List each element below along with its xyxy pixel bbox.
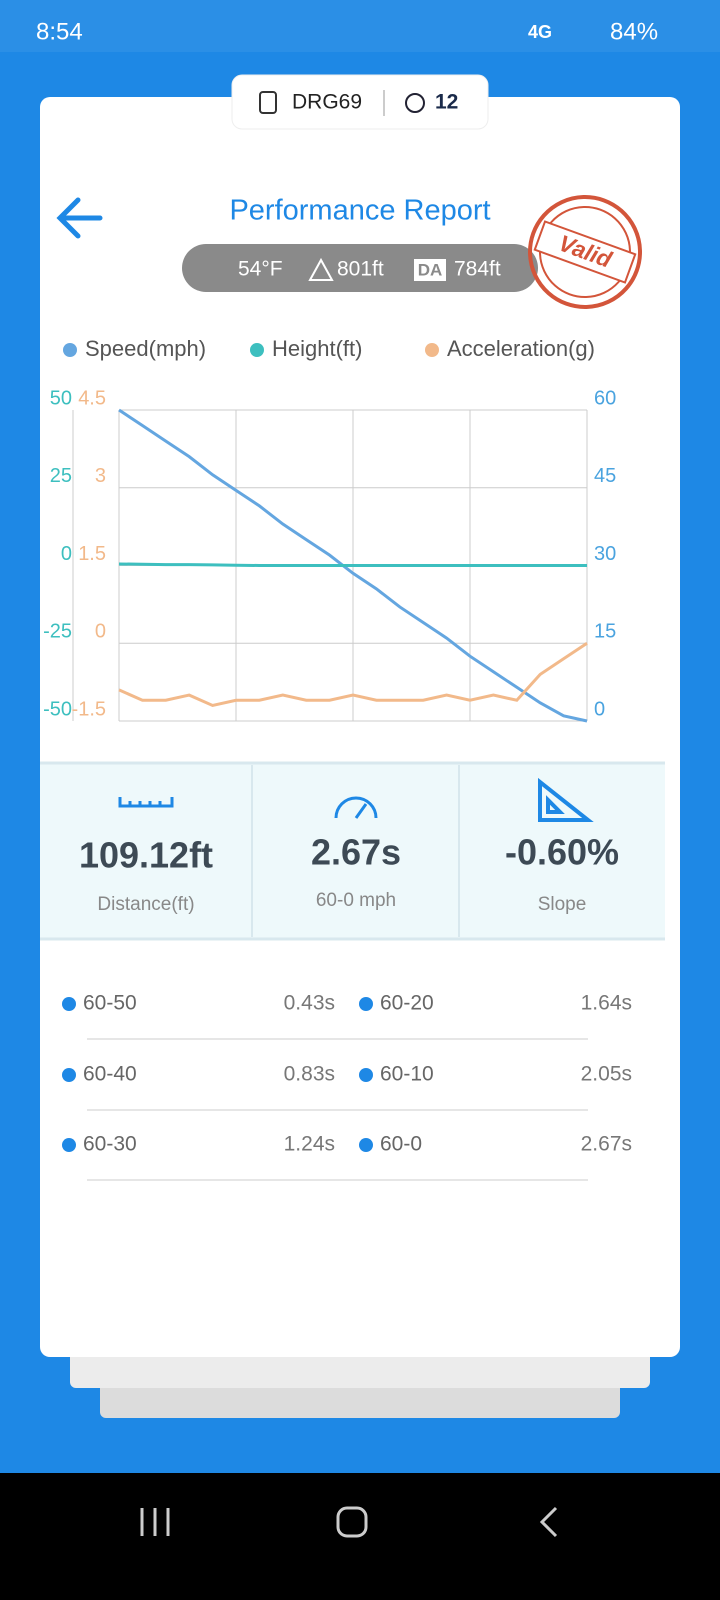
stamp-band	[533, 220, 637, 284]
split-time: 0.43s	[284, 992, 335, 1015]
tick-label: 15	[594, 621, 616, 643]
distance-icon	[118, 797, 174, 808]
series-line	[118, 562, 587, 567]
split-range: 60-30	[83, 1133, 137, 1156]
split-dot	[62, 1138, 76, 1152]
back-button[interactable]	[56, 197, 103, 239]
tick-label: 0	[594, 698, 605, 720]
card	[40, 97, 680, 1357]
da-badge	[414, 259, 446, 281]
battery: 84%	[610, 18, 658, 45]
tick-label: 45	[594, 465, 616, 487]
stat-value: -0.60%	[505, 832, 619, 873]
tick-label: -25	[43, 621, 72, 643]
speed-icon	[334, 796, 378, 819]
time: 8:54	[36, 18, 83, 45]
split-dot	[359, 997, 373, 1011]
valid-stamp: Valid	[528, 195, 642, 309]
legend-label: Height(ft)	[272, 336, 362, 361]
tick-label: 4.5	[78, 387, 106, 409]
tick-label: 3	[95, 465, 106, 487]
title: Performance Report	[229, 195, 490, 227]
legend-label: Speed(mph)	[85, 336, 206, 361]
stats-panel	[40, 763, 665, 939]
tick-label: 30	[594, 543, 616, 565]
series-line	[118, 642, 588, 708]
altitude-icon	[308, 257, 334, 281]
recents-button[interactable]	[140, 1508, 170, 1536]
home-button[interactable]	[336, 1506, 368, 1538]
satellite-icon	[405, 93, 425, 113]
legend-dot	[63, 343, 77, 357]
chart: 50 25 0 -25 -50 4.5 3 1.5 0 -1.5 60 45 30 15 0 Speed(mp…	[43, 336, 616, 723]
tick-label: 1.5	[78, 543, 106, 565]
legend-dot	[425, 343, 439, 357]
status-bar	[0, 0, 720, 52]
device-icon	[259, 91, 277, 114]
split-dot	[62, 1068, 76, 1082]
split-range: 60-0	[380, 1133, 422, 1156]
conditions-pill	[182, 244, 538, 292]
stat-label: 60-0 mph	[316, 890, 396, 911]
stat-label: Distance(ft)	[97, 894, 194, 915]
density-altitude: 784ft	[454, 258, 501, 281]
satellites: 12	[435, 91, 458, 114]
tick-label: 0	[61, 543, 72, 565]
stat-value: 109.12ft	[79, 835, 213, 876]
stats: 109.12ft Distance(ft) 2.67s 60-0 mph -0.60% S…	[79, 832, 619, 916]
split-range: 60-40	[83, 1063, 137, 1086]
stat-value: 2.67s	[311, 832, 401, 873]
stamp-ring	[528, 195, 642, 309]
split-time: 1.24s	[284, 1133, 335, 1156]
back-nav-button[interactable]	[539, 1506, 558, 1538]
split-dot	[62, 997, 76, 1011]
altitude: 801ft	[337, 258, 384, 281]
device: DRG69	[292, 91, 362, 114]
split-range: 60-20	[380, 992, 434, 1015]
split-dot	[359, 1068, 373, 1082]
tick-label: 60	[594, 387, 616, 409]
stat-label: Slope	[538, 894, 587, 915]
network: 4G	[528, 22, 552, 42]
split-range: 60-10	[380, 1063, 434, 1086]
split-time: 1.64s	[581, 992, 632, 1015]
temperature: 54°F	[238, 258, 283, 281]
split-time: 0.83s	[284, 1063, 335, 1086]
split-time: 2.05s	[581, 1063, 632, 1086]
tick-label: 50	[50, 387, 72, 409]
splits: 60-50 0.43s 60-40 0.83s 60-30 1.24s 60-20 1.64s…	[62, 992, 632, 1181]
split-time: 2.67s	[581, 1133, 632, 1156]
tick-label: 0	[95, 621, 106, 643]
slope-icon	[538, 777, 594, 822]
split-range: 60-50	[83, 992, 137, 1015]
legend-dot	[250, 343, 264, 357]
da-label: DA	[418, 260, 443, 279]
tick-label: -50	[43, 698, 72, 720]
tick-label: -1.5	[72, 698, 106, 720]
split-dot	[359, 1138, 373, 1152]
device-pill	[231, 74, 489, 130]
series-line	[118, 408, 588, 723]
legend-label: Acceleration(g)	[447, 336, 595, 361]
tick-label: 25	[50, 465, 72, 487]
